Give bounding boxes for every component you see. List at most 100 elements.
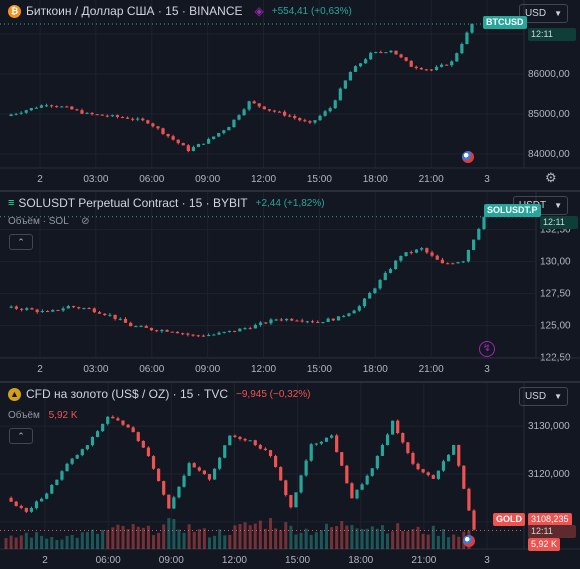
pane-separator[interactable] xyxy=(0,190,580,192)
candle-body xyxy=(404,57,408,61)
candle-body xyxy=(197,467,201,471)
volume-bar xyxy=(45,538,49,549)
candle-body xyxy=(277,111,282,113)
candle-body xyxy=(115,115,120,118)
candle-body xyxy=(284,318,289,321)
candle-body xyxy=(389,50,393,53)
candle-body xyxy=(342,315,346,317)
candle-body xyxy=(247,101,251,110)
candle-body xyxy=(279,467,283,481)
candle-body xyxy=(162,481,166,495)
candle-body xyxy=(385,434,390,446)
volume-bar xyxy=(279,530,283,549)
volume-bar xyxy=(167,518,171,549)
volume-bar xyxy=(411,529,415,549)
us-event-flag-icon[interactable] xyxy=(462,151,474,163)
candle-body xyxy=(313,120,317,123)
gold-title[interactable]: CFD на золото (US$ / OZ) · 15 · TVC xyxy=(26,387,229,401)
candle-body xyxy=(352,310,356,314)
candle-body xyxy=(171,136,175,140)
candle-body xyxy=(19,505,23,508)
time-axis-label: 15:00 xyxy=(307,174,332,185)
volume-bar xyxy=(269,518,273,549)
btc-legend: ₿ Биткоин / Доллар США · 15 · BINANCE ◈ … xyxy=(8,4,352,18)
volume-bar xyxy=(4,538,8,549)
candle-body xyxy=(49,105,54,107)
candle-body xyxy=(61,308,65,311)
us-event-flag-icon[interactable] xyxy=(463,535,475,547)
candle-body xyxy=(65,463,69,472)
volume-bar xyxy=(360,529,364,549)
time-axis-label: 2 xyxy=(37,364,43,375)
candle-body xyxy=(60,106,64,108)
time-axis-label: 3 xyxy=(484,555,490,566)
candle-body xyxy=(228,435,232,446)
candle-body xyxy=(300,320,304,322)
candle-body xyxy=(92,308,96,313)
eye-hidden-icon[interactable]: ⊘ xyxy=(81,216,90,227)
candle-body xyxy=(321,321,325,323)
btc-title[interactable]: Биткоин / Доллар США · 15 · BINANCE xyxy=(26,4,243,18)
btc-chart-pane[interactable]: 87000,0086000,0085000,0084000,00203:0006… xyxy=(0,0,580,190)
candle-body xyxy=(217,332,221,335)
candle-body xyxy=(305,321,309,323)
candle-body xyxy=(156,126,160,129)
gold-chart-pane[interactable]: 3130,0003120,0003110,000206:0009:0012:00… xyxy=(0,383,580,569)
collapse-button[interactable]: ⌃ xyxy=(9,428,33,444)
candle-body xyxy=(358,63,363,67)
candle-body xyxy=(272,110,277,112)
time-axis-label: 09:00 xyxy=(195,174,220,185)
volume-bar xyxy=(314,532,318,549)
indicator-icon[interactable]: ◈ xyxy=(254,4,264,18)
sol-title[interactable]: SOLUSDT Perpetual Contract · 15 · BYBIT xyxy=(18,196,248,210)
candle-body xyxy=(233,435,237,437)
candle-body xyxy=(191,334,195,336)
gold-countdown: 12:11 xyxy=(528,525,576,538)
lightning-event-icon[interactable]: ↯ xyxy=(479,341,495,357)
gold-currency-select[interactable]: USD ▼ xyxy=(518,387,568,406)
gold-chart-plot[interactable]: 3130,0003120,0003110,000206:0009:0012:00… xyxy=(0,383,580,569)
candle-body xyxy=(181,333,185,335)
candle-body xyxy=(436,470,440,479)
candle-body xyxy=(243,328,247,330)
volume-bar xyxy=(253,523,257,549)
gold-volume-value: 5,92 K xyxy=(48,410,78,421)
candle-body xyxy=(118,318,122,320)
sol-chart-pane[interactable]: 132,50 130,00 127,50 125,00 122,50 2 03:00 06:0… xyxy=(0,192,580,381)
candle-body xyxy=(379,52,383,54)
time-axis-label: 18:00 xyxy=(363,174,388,185)
candle-body xyxy=(90,436,95,446)
candle-body xyxy=(350,483,354,499)
candle-body xyxy=(233,330,237,332)
candle-body xyxy=(19,308,24,310)
candle-body xyxy=(303,120,307,122)
candle-body xyxy=(368,293,372,299)
btc-currency-label: USD xyxy=(524,8,547,19)
btc-currency-select[interactable]: USD ▼ xyxy=(518,4,568,23)
candle-body xyxy=(160,329,164,332)
candle-body xyxy=(374,52,378,54)
candle-body xyxy=(268,450,273,457)
candle-body xyxy=(166,133,170,137)
volume-bar xyxy=(228,534,232,549)
candle-body xyxy=(97,312,102,314)
volume-bar xyxy=(294,534,298,549)
candle-body xyxy=(343,80,347,89)
collapse-button[interactable]: ⌃ xyxy=(9,234,33,250)
volume-bar xyxy=(401,531,405,549)
candle-body xyxy=(29,108,33,111)
candle-body xyxy=(336,316,341,321)
settings-gear-icon[interactable]: ⚙ xyxy=(545,170,557,185)
candle-body xyxy=(222,331,226,333)
volume-bar xyxy=(152,535,156,549)
candle-body xyxy=(19,112,23,114)
candle-body xyxy=(470,23,474,33)
volume-bar xyxy=(207,537,211,549)
candle-body xyxy=(452,445,456,455)
candle-body xyxy=(75,455,79,459)
pane-separator[interactable] xyxy=(0,381,580,383)
candle-body xyxy=(82,308,86,310)
time-axis-label: 12:00 xyxy=(222,555,247,566)
candle-body xyxy=(364,59,368,64)
